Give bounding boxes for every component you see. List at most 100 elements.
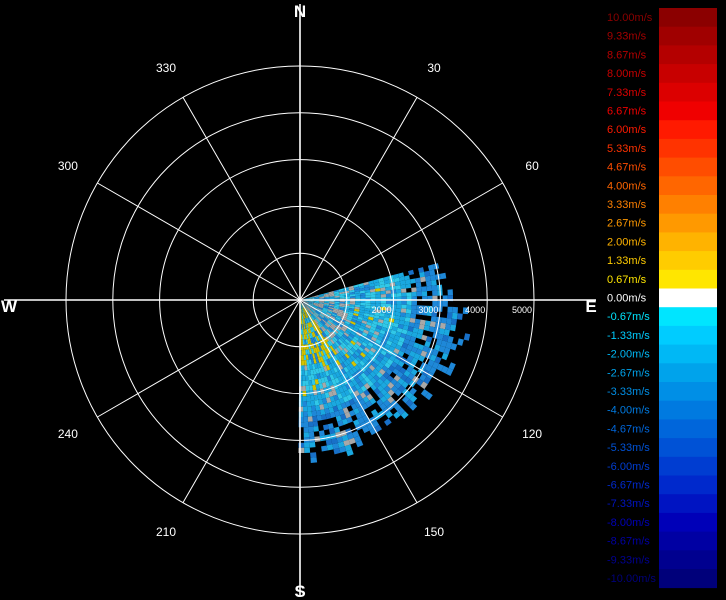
velocity-cell-1068 — [335, 399, 341, 406]
velocity-cell-1243 — [300, 308, 302, 314]
velocity-cell-693 — [302, 302, 307, 306]
velocity-cell-1132 — [337, 441, 345, 448]
velocity-cell-1266 — [308, 426, 314, 433]
velocity-cell-95 — [400, 284, 407, 289]
velocity-cell-543 — [375, 338, 382, 345]
velocity-cell-11 — [358, 283, 364, 287]
velocity-cell-534 — [334, 317, 341, 322]
velocity-cell-1097 — [332, 405, 339, 412]
velocity-cell-763 — [345, 345, 351, 352]
velocity-cell-871 — [337, 352, 343, 359]
velocity-cell-1155 — [324, 408, 330, 415]
velocity-cell-323 — [313, 302, 319, 305]
velocity-cell-1034 — [327, 369, 333, 376]
velocity-cell-297 — [333, 305, 340, 308]
velocity-cell-140 — [375, 294, 381, 298]
velocity-cell-833 — [393, 411, 401, 419]
velocity-cell-592 — [346, 328, 352, 334]
velocity-cell-341 — [403, 321, 410, 327]
velocity-cell-486 — [397, 340, 404, 347]
velocity-cell-686 — [377, 362, 385, 369]
velocity-cell-1218 — [301, 313, 303, 320]
velocity-cell-1105 — [346, 449, 354, 457]
velocity-cell-428 — [390, 329, 397, 336]
velocity-cell-830 — [380, 395, 388, 403]
velocity-cell-1082 — [310, 332, 314, 338]
velocity-cell-236 — [308, 300, 314, 302]
velocity-cell-27 — [318, 294, 324, 297]
velocity-cell-1027 — [314, 336, 318, 342]
velocity-cell-805 — [400, 411, 409, 419]
velocity-cell-461 — [417, 344, 425, 351]
velocity-cell-1290 — [302, 396, 307, 402]
velocity-cell-1265 — [308, 421, 314, 427]
velocity-cell-678 — [346, 337, 352, 343]
velocity-cell-1152 — [321, 393, 326, 400]
velocity-cell-401 — [406, 330, 413, 337]
velocity-cell-1188 — [325, 439, 333, 446]
velocity-cell-856 — [379, 402, 387, 411]
velocity-cell-827 — [370, 384, 378, 391]
velocity-cell-39 — [379, 280, 385, 286]
legend-swatch-18 — [659, 344, 717, 364]
velocity-cell-991 — [355, 412, 363, 420]
velocity-cell-1045 — [352, 430, 360, 438]
velocity-cell-818 — [341, 349, 347, 355]
velocity-cell-426 — [380, 326, 387, 332]
velocity-cell-1225 — [305, 349, 308, 355]
velocity-cell-55 — [339, 291, 345, 295]
velocity-cell-320 — [450, 324, 457, 332]
velocity-cell-957 — [347, 387, 354, 395]
velocity-cell-1236 — [311, 405, 316, 412]
legend-swatch-24 — [659, 456, 717, 476]
velocity-cell-1145 — [313, 358, 317, 364]
velocity-cell-1231 — [308, 380, 313, 386]
velocity-cell-374 — [417, 328, 424, 335]
velocity-cell-355 — [323, 305, 329, 308]
velocity-cell-890 — [315, 324, 320, 330]
velocity-cell-209 — [324, 301, 330, 303]
velocity-cell-212 — [339, 301, 345, 304]
legend-swatch-5 — [659, 101, 717, 121]
velocity-cell-378 — [447, 336, 454, 344]
velocity-cell-115 — [380, 290, 386, 295]
velocity-cell-452 — [374, 328, 381, 333]
velocity-cell-1257 — [305, 380, 309, 386]
angle-label-60: 60 — [525, 159, 539, 173]
velocity-cell-1287 — [302, 380, 306, 387]
velocity-cell-629 — [386, 358, 394, 366]
velocity-cell-1069 — [336, 404, 343, 411]
velocity-cell-409 — [450, 343, 458, 351]
velocity-cell-350 — [463, 333, 471, 341]
velocity-legend: 10.00m/s 9.33m/s 8.67m/s 8.00m/s 7.33m/s 6.67… — [607, 8, 717, 589]
velocity-cell-340 — [398, 320, 405, 326]
velocity-cell-257 — [416, 309, 422, 315]
velocity-cell-712 — [375, 365, 382, 372]
velocity-cell-395 — [377, 322, 383, 327]
velocity-cell-788 — [343, 347, 349, 354]
velocity-cell-892 — [321, 332, 326, 338]
velocity-cell-504 — [340, 318, 346, 323]
velocity-cell-26 — [313, 295, 319, 298]
velocity-cell-110 — [354, 293, 361, 297]
velocity-cell-270 — [334, 304, 340, 307]
velocity-cell-314 — [419, 319, 426, 326]
velocity-cell-542 — [370, 336, 377, 342]
legend-label-8: 4.67m/s — [607, 162, 647, 174]
velocity-cell-141 — [380, 294, 387, 298]
velocity-cell-1119 — [318, 367, 323, 374]
velocity-cell-744 — [383, 378, 391, 386]
velocity-cell-303 — [364, 310, 370, 314]
velocity-cell-102 — [314, 297, 320, 299]
velocity-cell-1114 — [311, 343, 315, 349]
velocity-cell-379 — [457, 338, 464, 346]
velocity-cell-726 — [317, 316, 322, 321]
velocity-cell-484 — [387, 336, 394, 343]
velocity-cell-208 — [319, 300, 325, 302]
velocity-cell-62 — [374, 285, 381, 289]
velocity-cell-12 — [363, 281, 369, 286]
velocity-cell-1029 — [318, 345, 323, 352]
velocity-cell-112 — [365, 292, 371, 296]
velocity-cell-1276 — [300, 324, 302, 330]
velocity-cell-73 — [430, 274, 437, 281]
